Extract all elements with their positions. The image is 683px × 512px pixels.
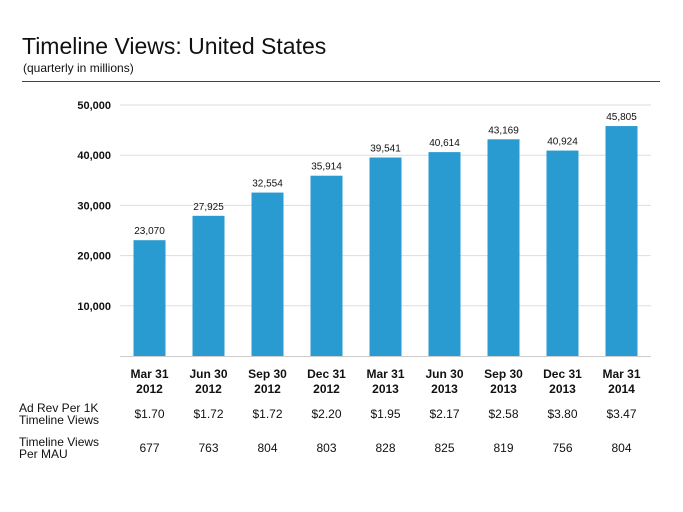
x-tick-label: 2012 [136, 382, 163, 396]
bar [369, 157, 402, 356]
table-cell: $3.80 [547, 407, 578, 421]
table-cell: 804 [257, 441, 278, 455]
y-tick-label: 50,000 [77, 100, 111, 112]
data-label: 40,614 [429, 138, 460, 149]
x-tick-label: Mar 31 [602, 367, 640, 381]
data-label: 27,925 [193, 202, 224, 213]
x-tick-label: Dec 31 [543, 367, 582, 381]
table-cell: 825 [434, 441, 455, 455]
table-cell: $2.58 [488, 407, 519, 421]
row-label: Timeline Views [19, 435, 100, 449]
data-label: 32,554 [252, 179, 283, 190]
x-tick-label: 2013 [372, 382, 399, 396]
bar [428, 152, 461, 356]
table-cell: 804 [611, 441, 632, 455]
x-tick-label: 2013 [549, 382, 576, 396]
table-cell: 803 [316, 441, 337, 455]
table-cell: 763 [198, 441, 219, 455]
x-tick-label: Dec 31 [307, 367, 346, 381]
x-tick-label: Sep 30 [484, 367, 523, 381]
bar [546, 150, 579, 356]
data-label: 40,924 [547, 137, 578, 148]
bar [310, 175, 343, 356]
x-tick-label: 2013 [431, 382, 458, 396]
bar [487, 139, 520, 356]
table-cell: 819 [493, 441, 514, 455]
table-cell: 756 [552, 441, 573, 455]
data-label: 35,914 [311, 162, 342, 173]
x-tick-label: Mar 31 [130, 367, 168, 381]
x-tick-label: Jun 30 [425, 367, 463, 381]
table-cell: 828 [375, 441, 396, 455]
data-label: 43,169 [488, 125, 519, 136]
bar [251, 192, 284, 356]
x-tick-label: Sep 30 [248, 367, 287, 381]
y-tick-label: 40,000 [77, 150, 111, 162]
table-cell: $2.20 [311, 407, 342, 421]
table-cell: $1.70 [134, 407, 165, 421]
y-tick-label: 20,000 [77, 251, 111, 263]
x-tick-label: 2012 [195, 382, 222, 396]
bar [133, 240, 166, 356]
x-tick-label: Mar 31 [366, 367, 404, 381]
chart-subtitle: (quarterly in millions) [23, 61, 134, 75]
x-tick-label: 2012 [313, 382, 340, 396]
table-cell: $1.95 [370, 407, 401, 421]
x-tick-label: 2014 [608, 382, 635, 396]
row-label: Timeline Views [19, 413, 100, 427]
table-cell: $2.17 [429, 407, 460, 421]
bar [605, 126, 638, 356]
data-label: 23,070 [134, 226, 165, 237]
x-tick-label: Jun 30 [189, 367, 227, 381]
chart-title: Timeline Views: United States [22, 33, 327, 59]
y-tick-label: 30,000 [77, 200, 111, 212]
table-cell: $3.47 [606, 407, 637, 421]
bar [192, 215, 225, 356]
table-cell: 677 [139, 441, 160, 455]
data-label: 39,541 [370, 144, 401, 155]
row-label: Ad Rev Per 1K [19, 401, 99, 415]
title-divider [22, 81, 660, 82]
table-cell: $1.72 [252, 407, 283, 421]
data-label: 45,805 [606, 112, 637, 123]
row-label: Per MAU [19, 447, 68, 461]
y-tick-label: 10,000 [77, 301, 111, 313]
x-tick-label: 2013 [490, 382, 517, 396]
x-tick-label: 2012 [254, 382, 281, 396]
table-cell: $1.72 [193, 407, 224, 421]
